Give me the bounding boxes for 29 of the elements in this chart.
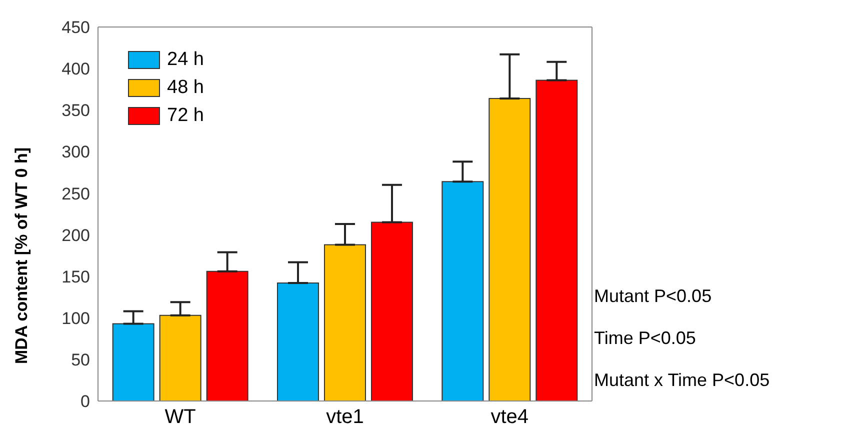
- bar: [206, 270, 248, 401]
- bar: [536, 80, 578, 401]
- bar: [112, 323, 154, 401]
- y-tick-label: 100: [62, 308, 90, 328]
- text: Mutant P<0.05: [594, 286, 712, 307]
- y-tick-label: 450: [62, 18, 90, 38]
- x-tick-label: vte1: [326, 406, 364, 428]
- y-tick-label: 50: [71, 350, 90, 370]
- bar: [159, 314, 202, 401]
- legend-label: 48 h: [167, 77, 204, 98]
- text: Time P<0.05: [594, 328, 696, 349]
- y-tick-label: 350: [62, 101, 90, 120]
- y-tick-label: 250: [62, 184, 90, 204]
- text: Mutant x Time P<0.05: [594, 370, 770, 391]
- bar: [488, 98, 531, 401]
- y-axis-title: MDA content [% of WT 0 h]: [12, 147, 32, 364]
- legend-label: 72 h: [167, 105, 204, 126]
- y-tick-label: 0: [80, 392, 90, 412]
- x-tick-label: vte4: [490, 406, 529, 428]
- y-tick-label: 150: [62, 267, 90, 286]
- bar: [276, 282, 319, 401]
- x-tick-label: WT: [164, 406, 196, 428]
- bar: [370, 222, 413, 401]
- y-tick-label: 300: [62, 142, 90, 162]
- bar: [442, 181, 484, 401]
- y-tick-label: 200: [62, 226, 90, 245]
- legend-label: 24 h: [167, 49, 204, 70]
- bar: [324, 244, 366, 401]
- y-tick-label: 400: [62, 60, 90, 79]
